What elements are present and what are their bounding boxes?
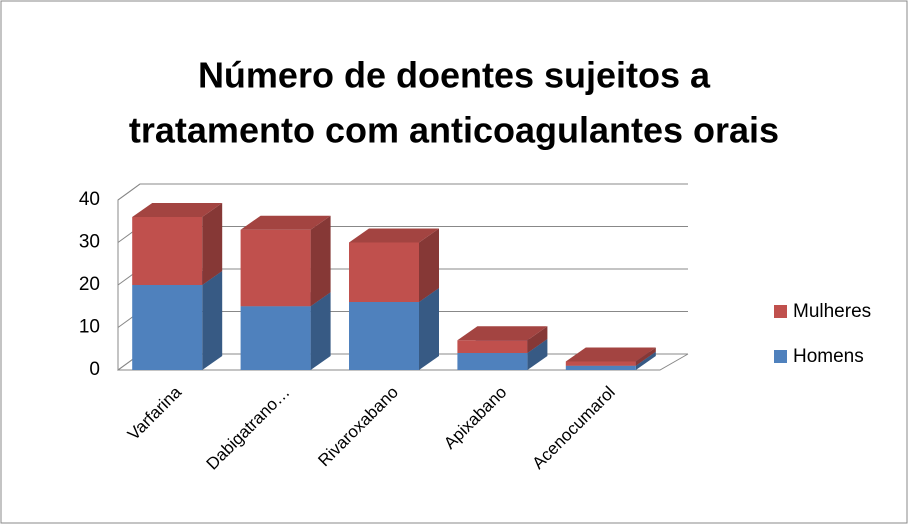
bar-side bbox=[419, 288, 439, 370]
y-tick-label: 0 bbox=[89, 359, 100, 380]
bar-side bbox=[202, 271, 223, 370]
legend-swatch bbox=[774, 350, 787, 363]
bar-side bbox=[310, 292, 331, 370]
bar bbox=[240, 306, 311, 370]
legend-swatch bbox=[774, 305, 787, 318]
legend-label: Homens bbox=[793, 346, 864, 367]
bar-side bbox=[527, 326, 548, 353]
bar-top bbox=[240, 215, 331, 230]
y-tick-label: 10 bbox=[79, 317, 100, 338]
chart-title: tratamento com anticoagulantes orais bbox=[129, 110, 779, 151]
bar bbox=[132, 217, 203, 285]
y-tick-label: 40 bbox=[79, 189, 100, 210]
bar-top bbox=[349, 228, 439, 243]
y-tick-label: 20 bbox=[79, 274, 100, 295]
bar bbox=[132, 285, 203, 370]
chart-title: Número de doentes sujeitos a bbox=[198, 55, 711, 96]
bar-top bbox=[565, 347, 656, 362]
bar-top bbox=[132, 203, 223, 217]
bar-side bbox=[310, 215, 331, 307]
bar bbox=[565, 361, 636, 366]
bar bbox=[457, 340, 528, 353]
y-tick-label: 30 bbox=[79, 232, 100, 253]
bar bbox=[349, 302, 419, 370]
bar bbox=[240, 229, 311, 307]
legend-label: Mulheres bbox=[793, 301, 871, 322]
bar bbox=[349, 242, 419, 302]
bar-side bbox=[635, 351, 656, 370]
bar bbox=[565, 365, 636, 370]
bar-side bbox=[202, 203, 223, 285]
bar bbox=[457, 353, 528, 370]
bar-side bbox=[635, 347, 656, 366]
bar-side bbox=[527, 339, 548, 370]
grid-line bbox=[117, 183, 688, 201]
bar-side bbox=[419, 228, 439, 302]
bar-top bbox=[457, 326, 548, 341]
